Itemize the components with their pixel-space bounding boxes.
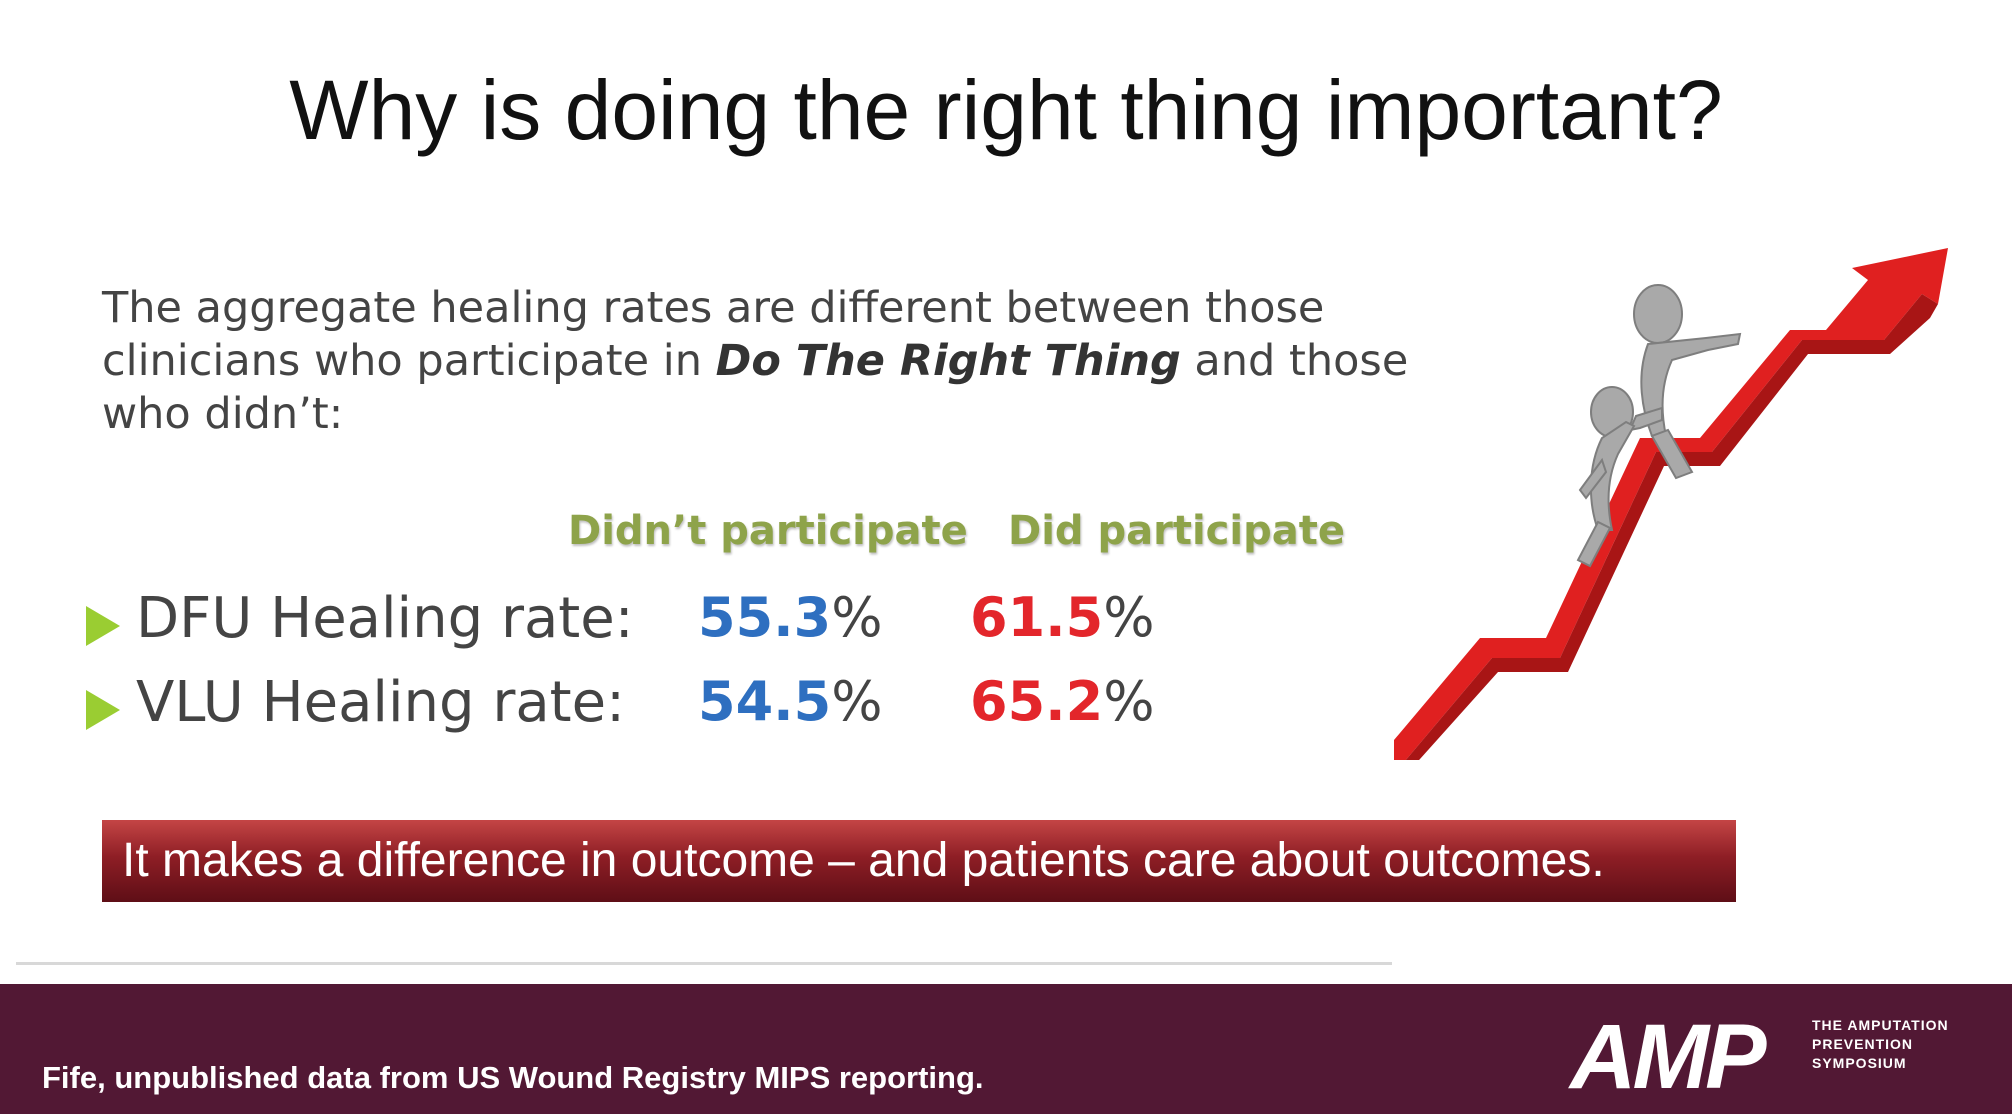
intro-emphasis: Do The Right Thing <box>715 336 1181 386</box>
rising-arrow-shadow <box>1405 294 1938 760</box>
helping-figures <box>1576 284 1742 568</box>
amp-subtitle-line: PREVENTION <box>1812 1036 1914 1052</box>
value-did: 65.2% <box>970 670 1155 733</box>
triangle-bullet-icon <box>86 690 120 730</box>
amp-logo: AMP <box>1570 1006 1766 1108</box>
value-did-number: 65.2 <box>970 670 1104 733</box>
conclusion-banner: It makes a difference in outcome – and p… <box>102 820 1736 902</box>
intro-text-2: and those who didn’t: <box>102 336 1409 439</box>
intro-paragraph: The aggregate healing rates are differen… <box>102 282 1442 441</box>
triangle-bullet-icon <box>86 606 120 646</box>
row-label: DFU Healing rate: <box>136 586 634 651</box>
value-didnt: 54.5% <box>698 670 883 733</box>
unit: % <box>831 586 883 649</box>
amp-logo-subtitle: THE AMPUTATION PREVENTION SYMPOSIUM <box>1812 1016 1949 1073</box>
col-header-did: Did participate <box>1008 508 1345 554</box>
value-did: 61.5% <box>970 586 1155 649</box>
value-didnt: 55.3% <box>698 586 883 649</box>
value-did-number: 61.5 <box>970 586 1104 649</box>
footer-bar: Fife, unpublished data from US Wound Reg… <box>0 984 2012 1114</box>
value-didnt-number: 54.5 <box>698 670 832 733</box>
unit: % <box>831 670 883 733</box>
intro-text-1: The aggregate healing rates are differen… <box>102 283 1325 386</box>
slide-title: Why is doing the right thing important? <box>289 63 1723 157</box>
citation: Fife, unpublished data from US Wound Reg… <box>42 1060 984 1095</box>
row-label: VLU Healing rate: <box>136 670 625 735</box>
amp-subtitle-line: SYMPOSIUM <box>1812 1055 1907 1071</box>
value-didnt-number: 55.3 <box>698 586 832 649</box>
unit: % <box>1103 586 1155 649</box>
rising-arrow <box>1394 248 1948 760</box>
unit: % <box>1103 670 1155 733</box>
divider <box>16 962 1392 965</box>
amp-subtitle-line: THE AMPUTATION <box>1812 1017 1949 1033</box>
climbing-figures-arrow-icon <box>1394 248 1948 760</box>
col-header-didnt: Didn’t participate <box>568 508 968 554</box>
